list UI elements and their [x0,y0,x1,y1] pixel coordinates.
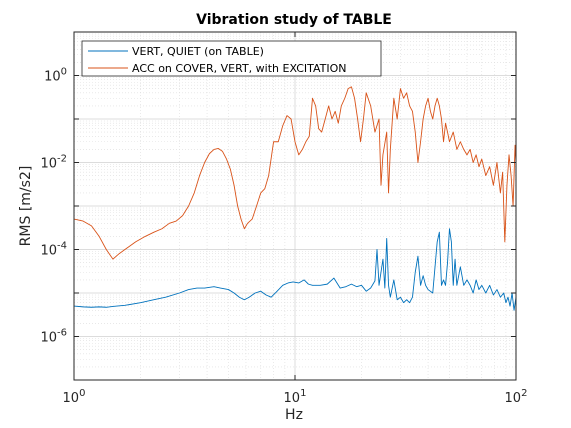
data-lines [73,86,517,311]
legend-box [81,40,382,77]
grid [73,32,516,381]
series-acc-cover-line [73,86,517,260]
legend-entry-acc-cover: ACC on COVER, VERT, with EXCITATION [132,62,347,75]
tick-marks [73,31,517,381]
x-axis-label: Hz [285,407,303,423]
legend-entry-vert-quiet: VERT, QUIET (on TABLE) [132,45,264,58]
series-vert-quiet-line [73,228,517,311]
chart-title: Vibration study of TABLE [196,12,392,28]
legend: VERT, QUIET (on TABLE) ACC on COVER, VER… [81,40,382,77]
y-axis-label: RMS [m/s2] [18,166,34,247]
